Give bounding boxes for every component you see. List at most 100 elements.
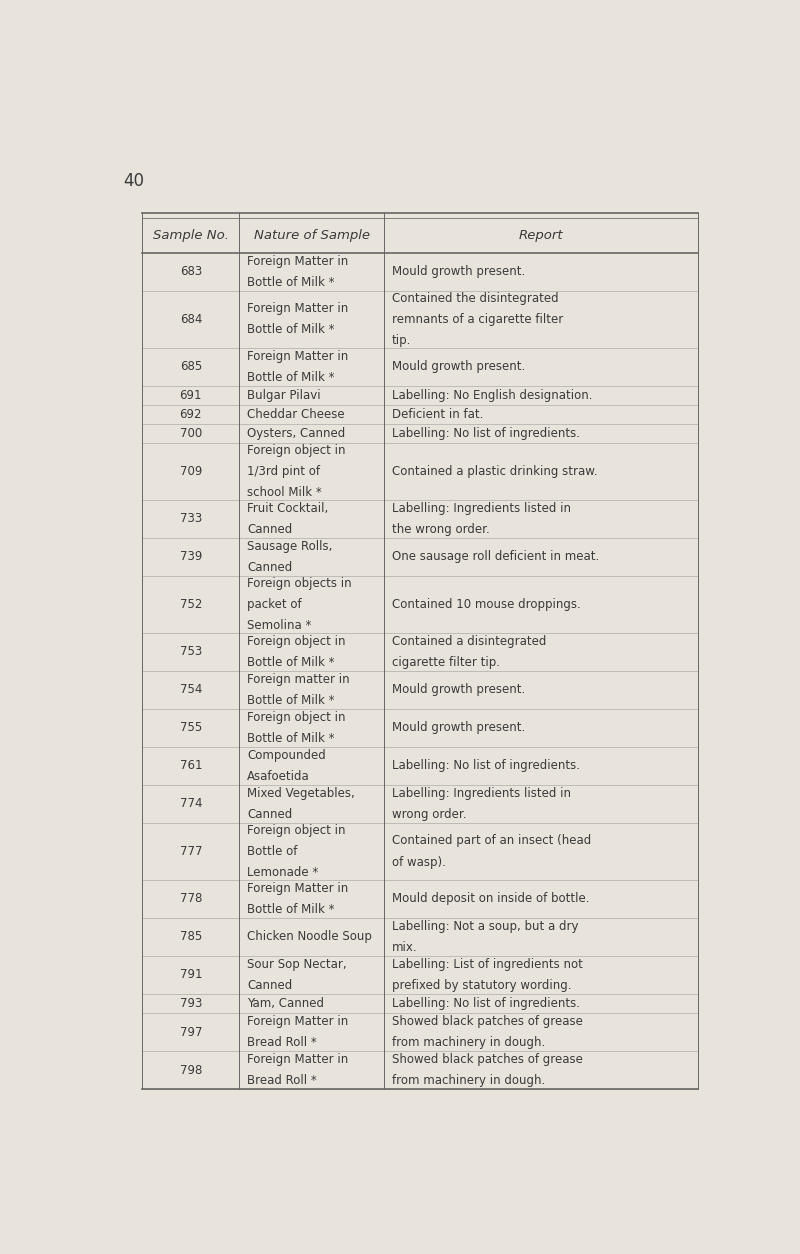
Text: 753: 753 [180, 646, 202, 658]
Text: Bread Roll *: Bread Roll * [247, 1036, 317, 1050]
Text: 777: 777 [179, 845, 202, 858]
Text: 692: 692 [179, 408, 202, 421]
Text: Labelling: No list of ingredients.: Labelling: No list of ingredients. [391, 760, 579, 772]
Text: Sample No.: Sample No. [153, 229, 229, 242]
Text: mix.: mix. [391, 940, 417, 954]
Text: Foreign Matter in: Foreign Matter in [247, 255, 348, 267]
Text: Bottle of Milk *: Bottle of Milk * [247, 656, 334, 670]
Text: Foreign Matter in: Foreign Matter in [247, 1014, 348, 1028]
Text: 793: 793 [180, 997, 202, 1009]
Text: Showed black patches of grease: Showed black patches of grease [391, 1053, 582, 1066]
Text: Lemonade *: Lemonade * [247, 867, 318, 879]
Text: Foreign object in: Foreign object in [247, 711, 346, 724]
Text: One sausage roll deficient in meat.: One sausage roll deficient in meat. [391, 551, 598, 563]
Text: Mould growth present.: Mould growth present. [391, 360, 525, 374]
Text: remnants of a cigarette filter: remnants of a cigarette filter [391, 312, 562, 326]
Text: Foreign object in: Foreign object in [247, 635, 346, 648]
Text: Labelling: No list of ingredients.: Labelling: No list of ingredients. [391, 426, 579, 440]
Text: Bottle of Milk *: Bottle of Milk * [247, 693, 334, 707]
Text: 778: 778 [180, 893, 202, 905]
Text: of wasp).: of wasp). [391, 855, 446, 869]
Text: 733: 733 [180, 513, 202, 525]
Text: Bottle of Milk *: Bottle of Milk * [247, 371, 334, 384]
Text: Canned: Canned [247, 979, 292, 992]
Text: 739: 739 [180, 551, 202, 563]
Text: 797: 797 [179, 1026, 202, 1038]
Text: Mould growth present.: Mould growth present. [391, 266, 525, 278]
Text: Bottle of: Bottle of [247, 845, 298, 858]
Text: 691: 691 [179, 389, 202, 401]
Text: from machinery in dough.: from machinery in dough. [391, 1036, 545, 1050]
Text: Contained 10 mouse droppings.: Contained 10 mouse droppings. [391, 598, 580, 611]
Text: Cheddar Cheese: Cheddar Cheese [247, 408, 345, 421]
Text: Labelling: Ingredients listed in: Labelling: Ingredients listed in [391, 786, 570, 800]
Text: packet of: packet of [247, 598, 302, 611]
Text: Foreign objects in: Foreign objects in [247, 577, 351, 589]
Text: Nature of Sample: Nature of Sample [254, 229, 370, 242]
Text: 684: 684 [180, 312, 202, 326]
Text: Deficient in fat.: Deficient in fat. [391, 408, 483, 421]
Text: wrong order.: wrong order. [391, 808, 466, 821]
Text: Report: Report [519, 229, 563, 242]
Text: Foreign Matter in: Foreign Matter in [247, 302, 348, 315]
Text: 709: 709 [180, 465, 202, 478]
Text: 785: 785 [180, 930, 202, 943]
Text: Contained a disintegrated: Contained a disintegrated [391, 635, 546, 648]
Text: 791: 791 [179, 968, 202, 982]
Text: Mixed Vegetables,: Mixed Vegetables, [247, 786, 354, 800]
Text: Mould growth present.: Mould growth present. [391, 683, 525, 696]
Text: 700: 700 [180, 426, 202, 440]
Text: Asafoetida: Asafoetida [247, 770, 310, 782]
Text: 685: 685 [180, 360, 202, 374]
Text: Canned: Canned [247, 561, 292, 574]
Text: Semolina *: Semolina * [247, 619, 311, 632]
Text: Labelling: Ingredients listed in: Labelling: Ingredients listed in [391, 502, 570, 515]
Text: Sour Sop Nectar,: Sour Sop Nectar, [247, 958, 346, 971]
Text: Canned: Canned [247, 523, 292, 535]
Text: Mould growth present.: Mould growth present. [391, 721, 525, 735]
Text: Sausage Rolls,: Sausage Rolls, [247, 539, 332, 553]
Text: Contained the disintegrated: Contained the disintegrated [391, 292, 558, 305]
Text: Bottle of Milk *: Bottle of Milk * [247, 324, 334, 336]
Text: tip.: tip. [391, 334, 411, 347]
Text: 774: 774 [179, 798, 202, 810]
Text: 798: 798 [180, 1063, 202, 1076]
Text: Bottle of Milk *: Bottle of Milk * [247, 276, 334, 288]
Text: the wrong order.: the wrong order. [391, 523, 490, 535]
Text: Chicken Noodle Soup: Chicken Noodle Soup [247, 930, 372, 943]
Text: 761: 761 [179, 760, 202, 772]
Text: 752: 752 [180, 598, 202, 611]
Text: Foreign Matter in: Foreign Matter in [247, 350, 348, 362]
Text: Foreign Matter in: Foreign Matter in [247, 882, 348, 895]
Text: 1/3rd pint of: 1/3rd pint of [247, 465, 320, 478]
Text: Fruit Cocktail,: Fruit Cocktail, [247, 502, 328, 515]
Text: school Milk *: school Milk * [247, 487, 322, 499]
Text: Foreign matter in: Foreign matter in [247, 673, 350, 686]
Text: Bulgar Pilavi: Bulgar Pilavi [247, 389, 321, 401]
Text: Contained a plastic drinking straw.: Contained a plastic drinking straw. [391, 465, 597, 478]
Text: Bottle of Milk *: Bottle of Milk * [247, 903, 334, 917]
Text: Yam, Canned: Yam, Canned [247, 997, 324, 1009]
Text: Bread Roll *: Bread Roll * [247, 1075, 317, 1087]
Text: Oysters, Canned: Oysters, Canned [247, 426, 345, 440]
Text: Showed black patches of grease: Showed black patches of grease [391, 1014, 582, 1028]
Text: Foreign object in: Foreign object in [247, 444, 346, 456]
Text: Foreign object in: Foreign object in [247, 824, 346, 836]
Text: Canned: Canned [247, 808, 292, 821]
Text: Compounded: Compounded [247, 749, 326, 762]
Text: Bottle of Milk *: Bottle of Milk * [247, 732, 334, 745]
Text: 755: 755 [180, 721, 202, 735]
Text: 683: 683 [180, 266, 202, 278]
Text: Mould deposit on inside of bottle.: Mould deposit on inside of bottle. [391, 893, 589, 905]
Text: Labelling: Not a soup, but a dry: Labelling: Not a soup, but a dry [391, 920, 578, 933]
Text: prefixed by statutory wording.: prefixed by statutory wording. [391, 979, 571, 992]
Text: Labelling: No English designation.: Labelling: No English designation. [391, 389, 592, 401]
Text: Labelling: List of ingredients not: Labelling: List of ingredients not [391, 958, 582, 971]
Text: Labelling: No list of ingredients.: Labelling: No list of ingredients. [391, 997, 579, 1009]
Text: 754: 754 [180, 683, 202, 696]
Text: cigarette filter tip.: cigarette filter tip. [391, 656, 499, 670]
Text: Foreign Matter in: Foreign Matter in [247, 1053, 348, 1066]
Text: from machinery in dough.: from machinery in dough. [391, 1075, 545, 1087]
Text: Contained part of an insect (head: Contained part of an insect (head [391, 834, 590, 848]
Text: 40: 40 [123, 172, 145, 189]
